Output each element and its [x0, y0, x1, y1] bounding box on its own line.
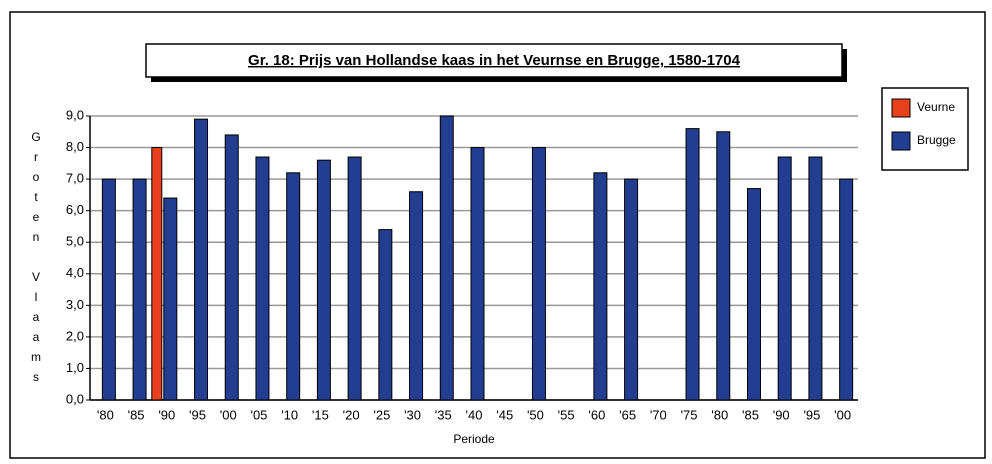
y-tick-label: 4,0 [66, 265, 84, 280]
x-tick-label: '35 [435, 407, 452, 422]
x-tick-label: '85 [128, 407, 145, 422]
x-tick-label: '55 [558, 407, 575, 422]
bar [286, 172, 301, 401]
bar [685, 128, 700, 401]
x-tick-label: '65 [619, 407, 636, 422]
x-tick-label: '60 [588, 407, 605, 422]
y-tick-label: 9,0 [66, 107, 84, 122]
legend-label: Brugge [917, 133, 956, 147]
y-tick-label: 8,0 [66, 139, 84, 154]
x-tick-label: '10 [281, 407, 298, 422]
x-tick-label: '20 [343, 407, 360, 422]
bar [470, 147, 485, 401]
bar [101, 178, 116, 401]
legend-label: Veurne [917, 100, 955, 114]
title-box [145, 43, 843, 78]
bar [716, 131, 731, 401]
bar [194, 118, 209, 401]
x-tick-label: '25 [373, 407, 390, 422]
x-tick-label: '40 [466, 407, 483, 422]
legend-swatch [891, 98, 911, 118]
x-tick-label: '80 [711, 407, 728, 422]
y-tick-label: 2,0 [66, 328, 84, 343]
x-tick-label: '50 [527, 407, 544, 422]
bar [132, 178, 147, 401]
y-tick-label: 1,0 [66, 360, 84, 375]
y-tick-label: 7,0 [66, 171, 84, 186]
bar [531, 147, 546, 401]
x-tick-label: '95 [803, 407, 820, 422]
y-tick-label: 0,0 [66, 391, 84, 406]
x-tick-label: '45 [496, 407, 513, 422]
bar [746, 188, 761, 401]
y-tick-label: 6,0 [66, 202, 84, 217]
x-tick-label: '30 [404, 407, 421, 422]
x-tick-label: '80 [97, 407, 114, 422]
x-tick-label: '90 [773, 407, 790, 422]
bar [151, 147, 163, 401]
x-tick-label: '00 [220, 407, 237, 422]
bar [409, 191, 424, 401]
bar [347, 156, 362, 401]
bar [378, 229, 393, 401]
x-tick-label: '75 [681, 407, 698, 422]
x-tick-label: '85 [742, 407, 759, 422]
bar [255, 156, 270, 401]
bar [224, 134, 239, 401]
bar [839, 178, 854, 401]
y-axis-label: Groten Vlaams [29, 130, 43, 390]
y-tick-label: 5,0 [66, 234, 84, 249]
bar [316, 159, 331, 401]
chart-title: Gr. 18: Prijs van Hollandse kaas in het … [248, 52, 741, 69]
bar [593, 172, 608, 401]
bar [624, 178, 639, 401]
bar [439, 115, 454, 401]
x-tick-label: '05 [250, 407, 267, 422]
y-tick-label: 3,0 [66, 297, 84, 312]
bar [808, 156, 823, 401]
bar [163, 197, 178, 401]
legend-swatch [891, 131, 911, 151]
x-tick-label: '95 [189, 407, 206, 422]
x-tick-label: '00 [834, 407, 851, 422]
bar [777, 156, 792, 401]
x-tick-label: '90 [158, 407, 175, 422]
x-axis-label: Periode [453, 432, 495, 446]
x-tick-label: '15 [312, 407, 329, 422]
x-tick-label: '70 [650, 407, 667, 422]
